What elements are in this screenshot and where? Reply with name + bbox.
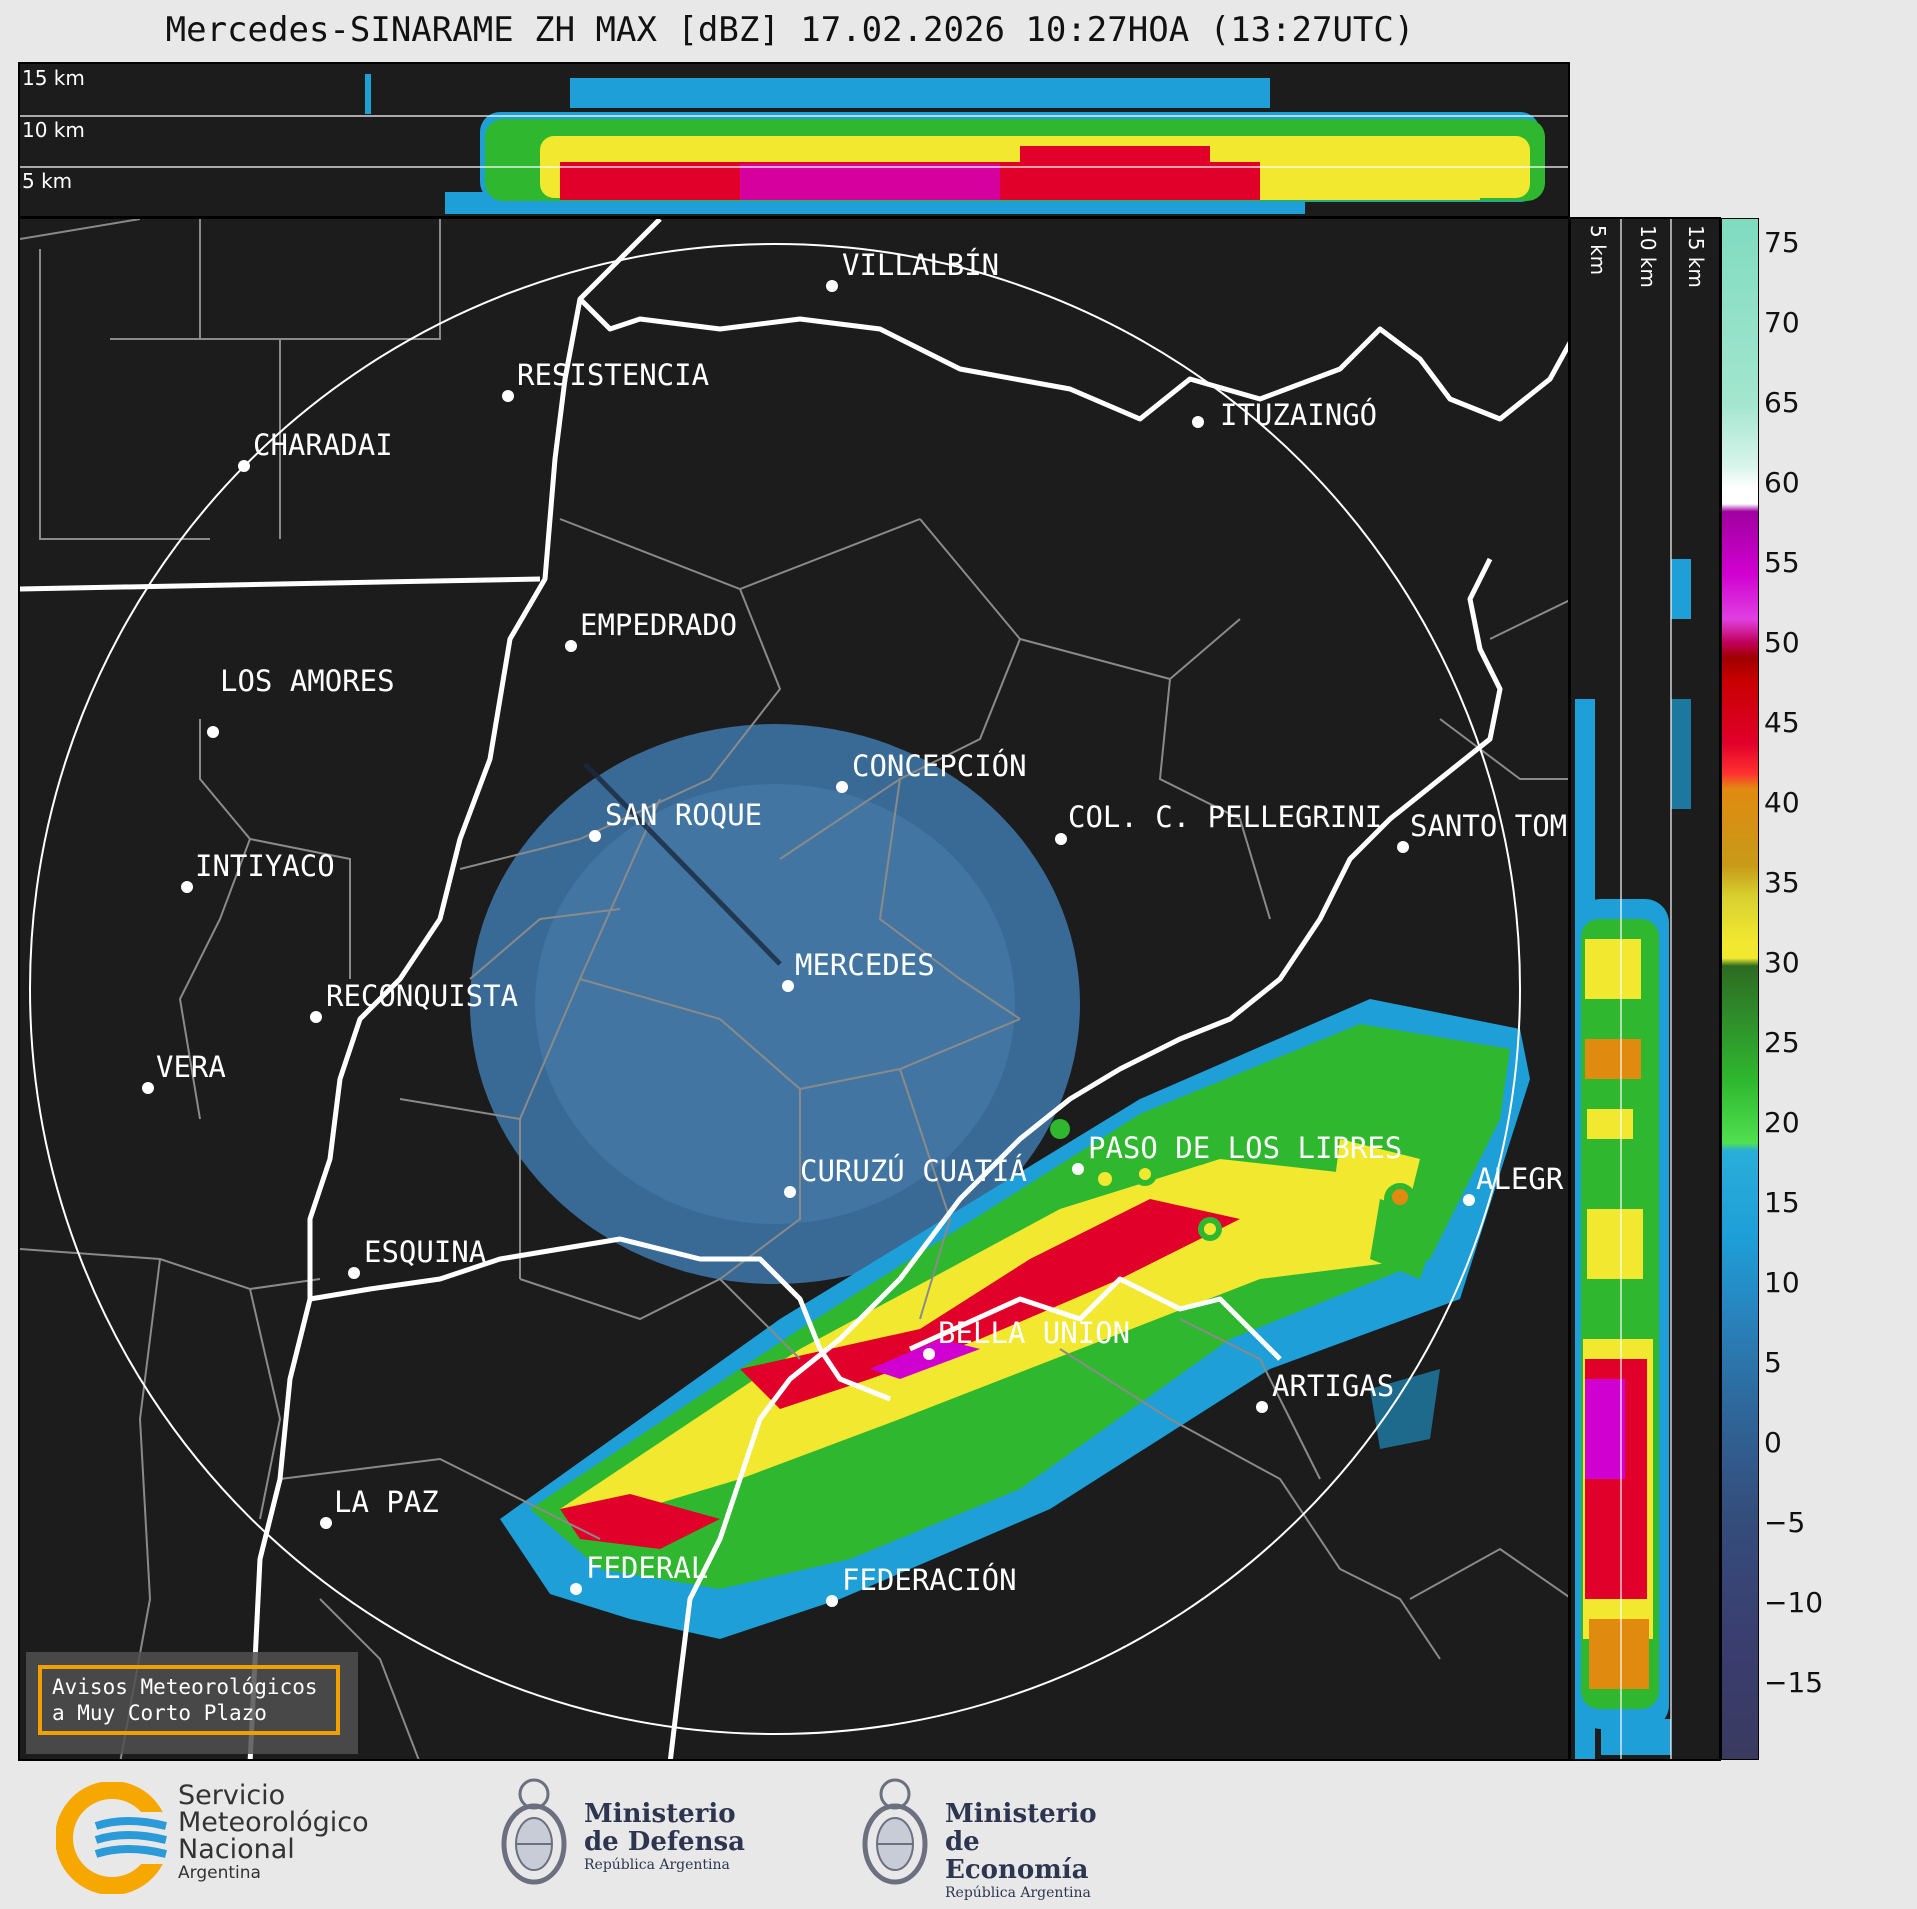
city-label-paso-de-los-libres: PASO DE LOS LIBRES — [1088, 1131, 1402, 1165]
city-label-charadai: CHARADAI — [253, 428, 393, 462]
cbar-tick-45: 45 — [1764, 706, 1800, 739]
cbar-tick-5: 5 — [1764, 1346, 1782, 1379]
radar-map: VILLALBÍN RESISTENCIA CHARADAI ITUZAINGÓ… — [18, 217, 1570, 1761]
alert-box[interactable]: Avisos Meteorológicos a Muy Corto Plazo — [26, 1652, 358, 1754]
side-height-label-15km: 15 km — [1684, 225, 1708, 288]
colorbar — [1721, 218, 1759, 1760]
ministerio-economia-logo[interactable]: Ministerio de Economía República Argenti… — [855, 1772, 1115, 1902]
height-label-10km: 10 km — [22, 118, 85, 142]
chart-title: Mercedes-SINARAME ZH MAX [dBZ] 17.02.202… — [165, 10, 1415, 50]
side-height-label-10km: 10 km — [1636, 225, 1660, 288]
smn-logo-icon — [56, 1782, 168, 1894]
city-label-curuzu-cuatia: CURUZÚ CUATIÁ — [800, 1154, 1027, 1188]
city-label-santo-tome: SANTO TOM — [1410, 809, 1567, 843]
side-height-label-5km: 5 km — [1586, 225, 1610, 275]
side-profile-echo — [1575, 559, 1691, 1759]
economia-line-1: Ministerio — [945, 1799, 1097, 1829]
defensa-text: Ministerio de Defensa República Argentin… — [584, 1800, 745, 1874]
cbar-tick-10: 10 — [1764, 1266, 1800, 1299]
city-label-villalbin: VILLALBÍN — [842, 248, 999, 282]
city-label-concepcion: CONCEPCIÓN — [852, 749, 1027, 783]
argentina-coat-of-arms-icon — [862, 1778, 928, 1885]
radar-map-svg: VILLALBÍN RESISTENCIA CHARADAI ITUZAINGÓ… — [20, 219, 1568, 1759]
smn-line-3: Nacional — [178, 1834, 295, 1865]
city-label-empedrado: EMPEDRADO — [580, 608, 737, 642]
top-profile-svg — [20, 74, 1568, 214]
top-height-profile: 15 km 10 km 5 km — [18, 62, 1570, 218]
cbar-tick-70: 70 — [1764, 306, 1800, 339]
cbar-tick-50: 50 — [1764, 626, 1800, 659]
city-label-mercedes: MERCEDES — [795, 948, 935, 982]
alert-line-1: Avisos Meteorológicos — [52, 1675, 318, 1699]
admin-boundaries — [20, 219, 1568, 1759]
alert-box-frame: Avisos Meteorológicos a Muy Corto Plazo — [38, 1665, 340, 1735]
smn-text: Servicio Meteorológico Nacional Argentin… — [178, 1782, 369, 1883]
cbar-tick-minus10: −10 — [1764, 1586, 1824, 1619]
cbar-tick-30: 30 — [1764, 946, 1800, 979]
city-label-los-amores: LOS AMORES — [220, 664, 395, 698]
smn-line-2: Meteorológico — [178, 1807, 369, 1838]
argentina-coat-of-arms-icon — [501, 1778, 567, 1885]
city-label-federal: FEDERAL — [586, 1551, 708, 1585]
city-labels: VILLALBÍN RESISTENCIA CHARADAI ITUZAINGÓ… — [156, 248, 1567, 1597]
city-markers — [142, 280, 1475, 1607]
cbar-tick-25: 25 — [1764, 1026, 1800, 1059]
smn-line-4: Argentina — [178, 1863, 261, 1883]
cbar-tick-minus5: −5 — [1764, 1506, 1806, 1539]
side-height-profile: 5 km 10 km 15 km — [1569, 217, 1721, 1761]
storm-band — [500, 999, 1530, 1639]
economia-text: Ministerio de Economía República Argenti… — [945, 1800, 1115, 1902]
ministerio-defensa-logo[interactable]: Ministerio de Defensa República Argentin… — [494, 1772, 754, 1902]
economia-line-3: República Argentina — [945, 1885, 1091, 1901]
cbar-tick-60: 60 — [1764, 466, 1800, 499]
alert-line-2: a Muy Corto Plazo — [52, 1701, 267, 1725]
smn-logo[interactable]: Servicio Meteorológico Nacional Argentin… — [56, 1782, 396, 1894]
city-label-bella-union: BELLA UNION — [938, 1316, 1130, 1350]
height-label-15km: 15 km — [22, 66, 85, 90]
city-label-la-paz: LA PAZ — [334, 1485, 439, 1519]
city-label-alegrete: ALEGR — [1476, 1162, 1564, 1196]
isolated-cells — [1050, 1119, 1416, 1241]
side-profile-svg: 5 km 10 km 15 km — [1575, 219, 1708, 1759]
city-label-ituzaingo: ITUZAINGÓ — [1220, 398, 1377, 432]
defensa-line-1: Ministerio — [584, 1799, 736, 1829]
cbar-tick-35: 35 — [1764, 866, 1800, 899]
defensa-line-3: República Argentina — [584, 1857, 730, 1873]
cbar-tick-65: 65 — [1764, 386, 1800, 419]
cbar-tick-40: 40 — [1764, 786, 1800, 819]
defensa-line-2: de Defensa — [584, 1827, 745, 1857]
city-label-reconquista: RECONQUISTA — [326, 979, 518, 1013]
top-profile-echo — [365, 74, 1545, 214]
cbar-tick-55: 55 — [1764, 546, 1800, 579]
range-ring — [29, 243, 1521, 1735]
city-label-vera: VERA — [156, 1050, 226, 1084]
city-label-artigas: ARTIGAS — [1272, 1369, 1394, 1403]
cbar-tick-15: 15 — [1764, 1186, 1800, 1219]
cbar-tick-minus15: −15 — [1764, 1666, 1824, 1699]
major-rivers-borders — [20, 219, 1568, 1759]
city-label-resistencia: RESISTENCIA — [517, 358, 709, 392]
city-label-col-c-pellegrini: COL. C. PELLEGRINI — [1068, 800, 1382, 834]
height-label-5km: 5 km — [22, 169, 73, 193]
cbar-tick-20: 20 — [1764, 1106, 1800, 1139]
cbar-tick-0: 0 — [1764, 1426, 1782, 1459]
cbar-tick-75: 75 — [1764, 226, 1800, 259]
economia-line-2: de Economía — [945, 1827, 1089, 1885]
city-label-intiyaco: INTIYACO — [195, 849, 335, 883]
city-label-san-roque: SAN ROQUE — [605, 798, 762, 832]
city-label-esquina: ESQUINA — [364, 1235, 486, 1269]
city-label-federacion: FEDERACIÓN — [842, 1563, 1017, 1597]
smn-line-1: Servicio — [178, 1780, 286, 1811]
